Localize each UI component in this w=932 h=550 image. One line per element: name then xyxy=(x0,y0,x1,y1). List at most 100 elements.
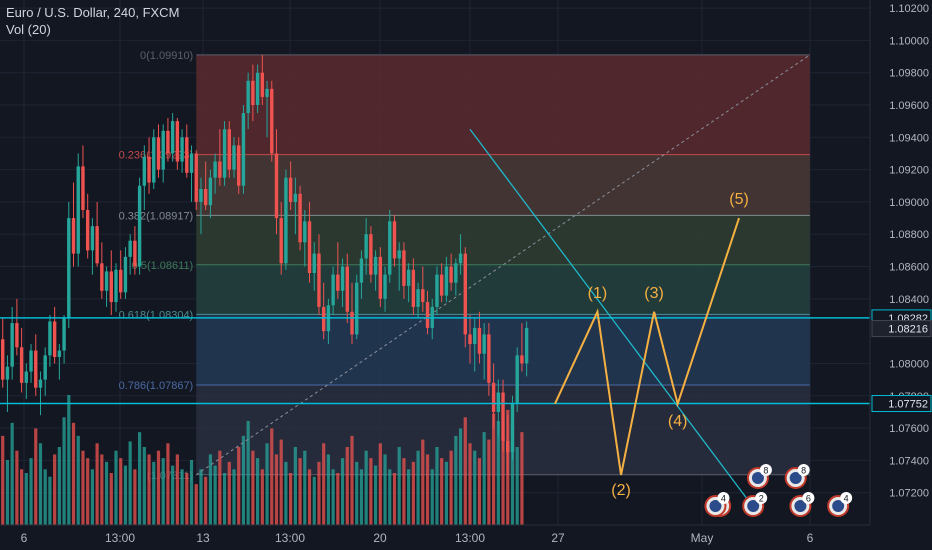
candle-body xyxy=(38,379,43,388)
event-count-text: 6 xyxy=(806,494,811,504)
candles xyxy=(1,54,529,475)
us-flag-event-icon: 2 xyxy=(742,492,768,517)
volume-bar xyxy=(76,435,80,525)
volume-bar xyxy=(322,443,326,525)
volume-bar xyxy=(156,450,161,525)
fib-level-label: 0.382(1.08917) xyxy=(119,210,194,222)
volume-bar xyxy=(340,458,345,525)
volume-bar xyxy=(5,460,10,525)
economic-event-markers: 8 8 2 6 4 4 xyxy=(704,464,853,517)
time-tick-label: 13:00 xyxy=(105,531,135,545)
price-tick-label: 1.10200 xyxy=(889,3,929,15)
volume-bar xyxy=(114,450,118,525)
candle-body xyxy=(345,266,349,312)
volume-bar xyxy=(251,450,255,525)
time-tick-label: May xyxy=(691,531,714,545)
volume-bar xyxy=(218,450,222,525)
fibonacci-retracement: 0(1.09910) 0.236(1.09293) 0.382(1.08917) 0.… xyxy=(119,50,810,482)
volume-bar xyxy=(227,461,231,525)
volume-bar xyxy=(199,469,203,525)
candle-body xyxy=(48,321,52,356)
candle-body xyxy=(95,226,99,264)
elliott-wave-label: (3) xyxy=(644,285,664,302)
volume-bar xyxy=(397,447,401,525)
volume-bar xyxy=(142,447,146,525)
candle-body xyxy=(147,156,151,183)
candle-body xyxy=(473,327,477,345)
volume-bar xyxy=(133,469,137,525)
candle-body xyxy=(506,441,510,453)
fib-level-label: 0(1.09910) xyxy=(140,50,193,62)
candle-body xyxy=(463,253,467,335)
candle-body xyxy=(166,130,170,154)
flag-icon-center xyxy=(832,500,845,512)
volume-bar xyxy=(303,450,307,525)
volume-bar xyxy=(15,450,19,525)
candle-body xyxy=(222,129,227,178)
fib-zone xyxy=(196,264,810,315)
volume-bar xyxy=(435,447,439,525)
fib-trend-diagonal xyxy=(195,54,811,476)
volume-bar xyxy=(496,421,500,525)
volume-bar xyxy=(166,443,170,525)
volume-bar xyxy=(298,458,302,525)
volume-bar xyxy=(232,469,236,525)
volume-bar xyxy=(425,454,430,525)
price-label-box xyxy=(871,395,932,413)
price-tick-label: 1.10000 xyxy=(889,35,929,47)
volume-bar xyxy=(336,473,340,525)
volume-bar xyxy=(317,461,321,525)
candle-body xyxy=(90,226,95,251)
candle-body xyxy=(175,121,180,162)
flag-icon-center xyxy=(747,500,760,512)
candle-body xyxy=(270,88,274,154)
candle-body xyxy=(43,355,47,380)
volume-bar xyxy=(43,469,47,525)
price-tick-label: 1.08400 xyxy=(889,294,929,306)
candle-body xyxy=(237,145,241,186)
volume-bar xyxy=(284,461,288,525)
volume-bar xyxy=(355,461,359,525)
volume-bar xyxy=(378,443,382,525)
candle-body xyxy=(199,189,203,202)
volume-bar xyxy=(10,422,14,525)
volume-bar xyxy=(256,458,260,525)
volume-bar xyxy=(307,469,312,525)
volume-bar xyxy=(402,458,406,525)
volume-bar xyxy=(128,441,132,525)
candle-body xyxy=(369,234,373,275)
candle-body xyxy=(501,392,505,441)
candle-body xyxy=(10,323,14,367)
candle-body xyxy=(397,250,401,259)
candle-body xyxy=(444,266,449,296)
fib-level-label: 0.618(1.08304) xyxy=(119,309,194,321)
us-flag-event-icon: 6 xyxy=(789,492,815,517)
volume-bar xyxy=(100,454,104,525)
volume-bar xyxy=(454,435,458,525)
price-tick-label: 1.09400 xyxy=(889,132,929,144)
volume-bar xyxy=(383,454,387,525)
candle-body xyxy=(350,311,354,335)
elliott-wave-label: (1) xyxy=(588,285,608,302)
volume-bar xyxy=(388,469,392,525)
volume-bar xyxy=(416,450,420,525)
candle-body xyxy=(246,80,250,114)
volume-bar xyxy=(482,432,486,525)
candle-body xyxy=(388,221,392,275)
candle-body xyxy=(170,121,175,154)
event-count-badge xyxy=(755,492,768,504)
time-tick-label: 6 xyxy=(807,531,814,545)
volume-bar xyxy=(237,447,241,525)
time-tick-label: 20 xyxy=(373,531,387,545)
volume-bar xyxy=(421,439,425,525)
candle-body xyxy=(336,274,340,291)
time-axis: 6 13:00 13 13:00 20 13:00 27 May 6 xyxy=(0,524,932,550)
volume-bar xyxy=(138,432,142,525)
event-count-text: 8 xyxy=(763,466,768,476)
volume-bar xyxy=(109,473,113,525)
flag-icon-center xyxy=(794,500,807,512)
candle-body xyxy=(515,355,519,404)
volume-bar xyxy=(208,454,212,525)
event-count-text: 4 xyxy=(721,494,726,504)
